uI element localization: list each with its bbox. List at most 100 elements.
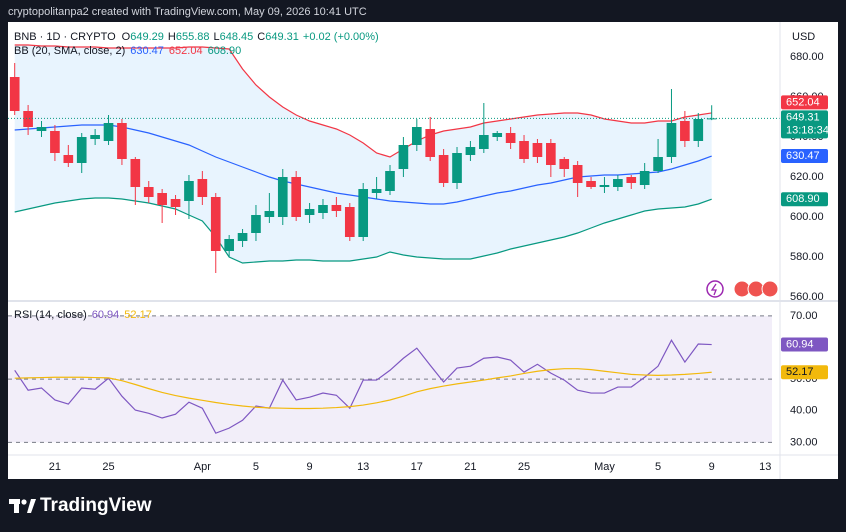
brand-name: TradingView [40,495,152,516]
candle-body [478,135,489,149]
legend-change: +0.02 (+0.00%) [303,31,379,43]
legend-value: 655.88 [176,31,210,43]
axis-value-label: 630.47 [786,150,820,162]
candle-body [666,123,677,157]
candle-body [519,141,529,159]
chart-panel [8,22,838,479]
candle-body [639,171,650,185]
candle-body [251,215,261,233]
candle-body [626,177,637,183]
candle-body [9,77,20,111]
legend-line: BNB · 1D · CRYPTO O649.29 H655.88 L648.45 C6… [14,31,379,43]
candle-body [425,129,436,157]
overlay-value: 652.04 [169,45,203,57]
y-tick-label: 40.00 [790,405,818,417]
y-tick-label: 560.00 [790,291,824,303]
x-tick-label: 25 [102,461,114,473]
rsi-line [14,339,712,434]
tv-logo [9,499,36,513]
x-tick-label: 13 [357,461,369,473]
axis-value-label: 649.31 [786,111,820,123]
x-tick-label: Apr [194,461,211,473]
x-tick-label: 21 [464,461,476,473]
toolbar-icons [706,280,779,298]
candle-body [103,123,114,141]
axis-value-box [781,365,828,380]
candle-body [197,179,208,197]
candle-body [36,127,47,131]
x-tick-label: 21 [49,461,61,473]
bb-lower [14,197,712,264]
legend-field: C [257,31,265,43]
axis-value-box [781,337,828,352]
candle-body [438,155,449,183]
candle-body [465,147,476,155]
candle-body [706,118,717,120]
x-tick-label: 25 [518,461,530,473]
rsi-line [14,368,712,410]
x-tick-label: May [594,461,615,473]
candle-body [344,207,355,237]
y-tick-label: 580.00 [790,251,824,263]
overlay-name: BB (20, SMA, close, 2) [14,45,125,57]
overlay-value: 608.90 [208,45,242,57]
legend-field: O [122,31,131,43]
axis-value-label: 608.90 [786,193,820,205]
candle-body [693,119,704,141]
candle-body [157,193,167,205]
candle-body [63,155,74,163]
legend-line: BB (20, SMA, close, 2) 630.47 652.04 608.90 [14,45,241,57]
candle-body [237,233,248,241]
legend-field: H [168,31,176,43]
x-tick-label: 5 [253,461,259,473]
x-tick-label: 9 [709,461,715,473]
y-tick-label: 620.00 [790,171,824,183]
candle-body [331,205,342,211]
candle-body [398,145,409,169]
axis-value-label: 60.94 [786,338,814,350]
x-tick-label: 13 [759,461,771,473]
axis-value-box [781,95,828,110]
candle-body [90,135,100,139]
candle-body [224,239,234,251]
candle-body [586,181,596,187]
candle-body [411,127,422,145]
rsi-value: 52.17 [124,309,152,321]
legend-line: RSI (14, close) 60.94 52.17 [14,309,152,321]
axis-value-box [781,149,828,164]
candle-body [210,197,221,251]
candle-body [304,209,315,215]
candle-body [143,187,154,197]
candle-body [130,159,141,187]
overlay-value: 630.47 [130,45,164,57]
axis-title: USD [792,31,815,43]
candle-body [170,199,181,207]
candle-body [653,157,663,171]
rsi-band [8,315,772,443]
candle-body [680,121,690,141]
axis-value-label: 652.04 [786,96,820,108]
candle-body [291,177,302,217]
axis-value-label: 52.17 [786,366,814,378]
y-tick-label: 680.00 [790,51,824,63]
candle-body [277,177,288,217]
y-tick-label: 70.00 [790,310,818,322]
candle-body [76,137,87,163]
candle-body [50,131,60,153]
candle-body [452,153,462,183]
candle-body [358,189,369,237]
candle-body [264,211,275,217]
candle-body [184,181,194,201]
legend-value: 648.45 [220,31,254,43]
axis-value-box [781,192,828,207]
candle-body [385,171,395,191]
candle-body [318,205,328,213]
legend-value: 649.31 [265,31,299,43]
candle-body [559,159,570,169]
y-tick-label: 30.00 [790,436,818,448]
legend-value: 649.29 [130,31,164,43]
rsi-name: RSI (14, close) [14,309,87,321]
x-tick-label: 17 [411,461,423,473]
candle-body [546,143,556,165]
